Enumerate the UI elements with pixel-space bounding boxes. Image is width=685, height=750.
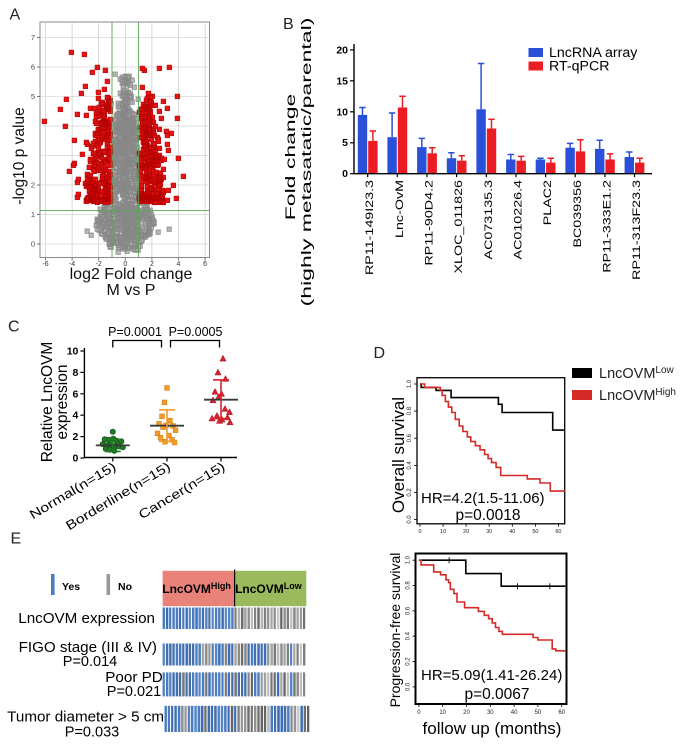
svg-text:expression: expression [54, 365, 71, 440]
svg-text:30: 30 [486, 529, 492, 535]
svg-text:M vs P: M vs P [107, 282, 156, 299]
svg-text:0: 0 [31, 240, 35, 249]
svg-text:0.2: 0.2 [406, 657, 412, 666]
svg-text:1.0: 1.0 [406, 555, 412, 564]
svg-text:40: 40 [509, 529, 515, 535]
svg-text:6: 6 [203, 261, 207, 268]
svg-text:0.2: 0.2 [407, 488, 413, 497]
svg-text:8: 8 [73, 367, 79, 379]
svg-text:E: E [11, 531, 22, 548]
svg-text:5: 5 [31, 92, 35, 101]
svg-text:AC073135.3: AC073135.3 [481, 180, 494, 259]
svg-text:P=0.021: P=0.021 [107, 684, 161, 700]
svg-text:HR=5.09(1.41-26.24): HR=5.09(1.41-26.24) [421, 667, 562, 684]
svg-text:0.8: 0.8 [407, 406, 413, 415]
svg-text:Tumor diameter > 5 cm: Tumor diameter > 5 cm [7, 709, 164, 726]
svg-text:log2 Fold change: log2 Fold change [70, 266, 193, 283]
svg-text:2: 2 [150, 261, 154, 268]
svg-text:Lnc-OvM: Lnc-OvM [392, 180, 405, 238]
svg-text:4: 4 [73, 410, 79, 422]
svg-text:40: 40 [511, 710, 518, 716]
svg-text:1: 1 [31, 210, 35, 219]
svg-text:0.4: 0.4 [406, 631, 412, 640]
svg-text:p=0.0067: p=0.0067 [464, 686, 529, 703]
svg-text:RP11-333E1.2: RP11-333E1.2 [600, 180, 613, 273]
svg-text:20: 20 [463, 529, 469, 535]
svg-text:FIGO stage (III & IV): FIGO stage (III & IV) [19, 639, 157, 656]
svg-text:20: 20 [463, 710, 470, 716]
svg-text:LncOVM expression: LncOVM expression [18, 610, 155, 627]
svg-text:0.6: 0.6 [406, 606, 412, 615]
svg-text:RP11-313F23.3: RP11-313F23.3 [629, 180, 642, 280]
svg-text:7: 7 [31, 33, 35, 42]
svg-text:0.6: 0.6 [407, 433, 413, 442]
svg-text:0: 0 [418, 529, 421, 535]
svg-text:P=0.033: P=0.033 [65, 725, 119, 741]
svg-text:-2: -2 [96, 261, 102, 268]
svg-text:2: 2 [73, 431, 79, 443]
svg-text:50: 50 [535, 710, 542, 716]
svg-text:follow up (months): follow up (months) [423, 719, 562, 738]
svg-text:Overall survival: Overall survival [389, 397, 408, 513]
svg-text:2: 2 [31, 181, 35, 190]
svg-text:50: 50 [532, 529, 538, 535]
svg-text:PLAC2: PLAC2 [540, 180, 553, 225]
svg-text:0: 0 [342, 168, 348, 180]
svg-text:Progression-free survival: Progression-free survival [387, 553, 403, 708]
svg-text:RP11-90D4.2: RP11-90D4.2 [422, 180, 435, 266]
svg-text:D: D [374, 345, 386, 362]
svg-text:RT-qPCR: RT-qPCR [549, 59, 609, 75]
svg-text:Yes: Yes [62, 581, 80, 593]
svg-text:0.0: 0.0 [406, 682, 412, 691]
svg-text:0: 0 [73, 453, 79, 465]
svg-text:60: 60 [555, 529, 561, 535]
svg-text:10: 10 [439, 710, 446, 716]
svg-text:0.4: 0.4 [407, 461, 413, 470]
svg-text:RP11-149I23.3: RP11-149I23.3 [363, 180, 376, 275]
svg-text:6: 6 [31, 63, 35, 72]
svg-text:5: 5 [342, 137, 348, 149]
svg-text:30: 30 [487, 710, 494, 716]
svg-text:C: C [8, 319, 20, 336]
svg-text:4: 4 [177, 261, 181, 268]
svg-text:Fold change: Fold change [283, 94, 298, 221]
svg-text:1.0: 1.0 [407, 379, 413, 388]
svg-text:60: 60 [558, 710, 565, 716]
svg-text:0.8: 0.8 [406, 581, 412, 590]
svg-text:0: 0 [123, 261, 127, 268]
svg-text:10: 10 [440, 529, 446, 535]
svg-text:XLOC_011826: XLOC_011826 [451, 180, 464, 273]
svg-text:15: 15 [336, 75, 348, 87]
svg-text:Relative LncOVM: Relative LncOVM [39, 342, 56, 463]
svg-text:Poor PD: Poor PD [105, 669, 162, 686]
svg-text:HR=4.2(1.5-11.06): HR=4.2(1.5-11.06) [421, 490, 545, 507]
svg-text:P=0.0001: P=0.0001 [108, 325, 162, 339]
svg-text:10: 10 [336, 106, 348, 118]
svg-text:P=0.0005: P=0.0005 [169, 325, 223, 339]
svg-text:No: No [118, 581, 132, 593]
svg-text:AC010226.4: AC010226.4 [511, 180, 524, 259]
svg-text:A: A [10, 7, 21, 24]
svg-text:-6: -6 [42, 261, 48, 268]
svg-text:-log10 p value: -log10 p value [11, 107, 28, 204]
svg-text:(highly metasatatic/parental): (highly metasatatic/parental) [299, 18, 314, 307]
svg-text:-4: -4 [69, 261, 75, 268]
svg-text:0: 0 [417, 710, 421, 716]
svg-text:20: 20 [336, 44, 348, 56]
svg-text:LncRNA array: LncRNA array [549, 45, 638, 61]
svg-text:0.0: 0.0 [407, 515, 413, 524]
svg-text:p=0.0018: p=0.0018 [455, 507, 520, 524]
svg-text:BC039356: BC039356 [570, 180, 583, 248]
svg-text:10: 10 [67, 346, 79, 358]
svg-text:B: B [283, 16, 294, 33]
svg-text:P=0.014: P=0.014 [63, 654, 117, 670]
svg-text:6: 6 [73, 388, 79, 400]
